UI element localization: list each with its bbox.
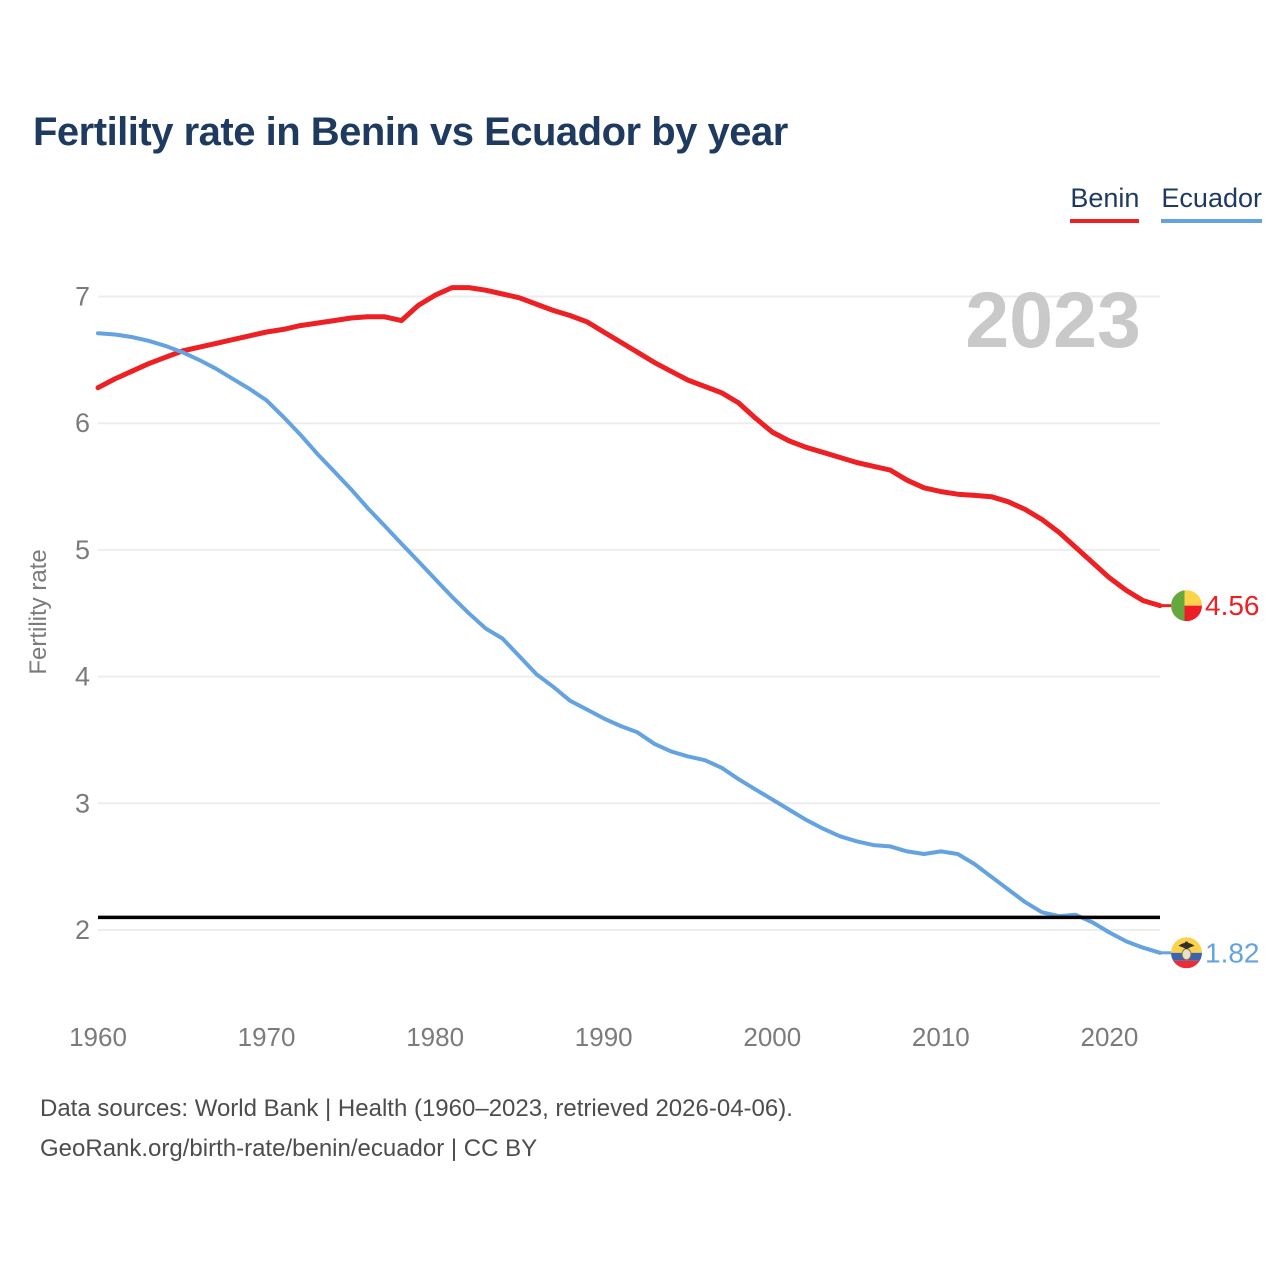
y-tick-label: 3 — [75, 788, 90, 818]
chart-footer: Data sources: World Bank | Health (1960–… — [40, 1089, 793, 1169]
y-tick-label: 5 — [75, 535, 90, 565]
page-title: Fertility rate in Benin vs Ecuador by ye… — [33, 110, 788, 154]
ecuador-line — [96, 331, 1162, 955]
x-tick-label: 2000 — [743, 1022, 801, 1052]
year-watermark: 2023 — [965, 275, 1141, 364]
y-tick-label: 4 — [75, 662, 90, 692]
benin-line — [95, 285, 1163, 609]
gridlines — [98, 295, 1160, 931]
x-tick-label: 1980 — [406, 1022, 464, 1052]
ecuador-end-value-label: 1.82 — [1205, 937, 1260, 968]
x-axis-tick-labels: 1960 1970 1980 1990 2000 2010 2020 — [69, 1022, 1138, 1052]
y-axis-title: Fertility rate — [25, 549, 52, 674]
x-tick-label: 2020 — [1081, 1022, 1139, 1052]
x-tick-label: 1990 — [575, 1022, 633, 1052]
y-tick-label: 6 — [75, 408, 90, 438]
benin-flag-icon — [1171, 590, 1202, 622]
y-tick-label: 2 — [75, 915, 90, 945]
y-tick-label: 7 — [75, 282, 90, 312]
ecuador-flag-icon — [1171, 937, 1202, 969]
legend-item-ecuador[interactable]: Ecuador — [1161, 183, 1262, 223]
x-tick-label: 1970 — [238, 1022, 296, 1052]
y-axis-tick-labels: 7 6 5 4 3 2 — [75, 282, 90, 946]
legend: Benin Ecuador — [1070, 183, 1262, 223]
attribution-link[interactable]: GeoRank.org/birth-rate/benin/ecuador | C… — [40, 1135, 538, 1162]
x-tick-label: 2010 — [912, 1022, 970, 1052]
benin-end-value-label: 4.56 — [1205, 590, 1260, 621]
x-tick-label: 1960 — [69, 1022, 127, 1052]
data-sources-text: Data sources: World Bank | Health (1960–… — [40, 1095, 793, 1122]
legend-item-benin[interactable]: Benin — [1070, 183, 1140, 223]
